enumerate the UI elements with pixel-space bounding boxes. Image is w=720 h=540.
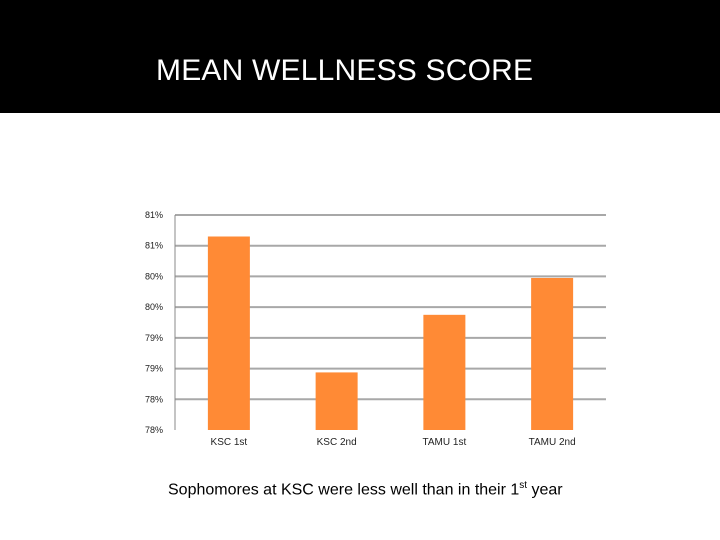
caption-superscript: st — [519, 480, 528, 491]
y-tick-label: 79% — [145, 333, 163, 343]
y-tick-label: 78% — [145, 425, 163, 435]
bar-tamu-1st — [423, 314, 466, 430]
slide-title: MEAN WELLNESS SCORE — [156, 54, 534, 87]
caption-text: Sophomores at KSC were less well than in… — [168, 481, 520, 499]
y-tick-label: 78% — [145, 394, 163, 404]
x-tick-label: TAMU 1st — [423, 437, 467, 448]
caption-text-end: year — [527, 481, 563, 499]
bar-ksc-2nd — [315, 372, 358, 430]
x-tick-label: TAMU 2nd — [529, 437, 576, 448]
x-tick-label: KSC 2nd — [317, 437, 357, 448]
title-bar: MEAN WELLNESS SCORE — [0, 0, 720, 113]
y-tick-label: 81% — [145, 210, 163, 220]
y-tick-label: 80% — [145, 302, 163, 312]
y-tick-label: 80% — [145, 271, 163, 281]
y-tick-label: 81% — [145, 241, 163, 251]
bar-ksc-1st — [207, 236, 250, 430]
y-tick-label: 79% — [145, 364, 163, 374]
slide-caption: Sophomores at KSC were less well than in… — [168, 480, 563, 499]
bar-tamu-2nd — [531, 277, 574, 430]
x-tick-label: KSC 1st — [211, 437, 248, 448]
